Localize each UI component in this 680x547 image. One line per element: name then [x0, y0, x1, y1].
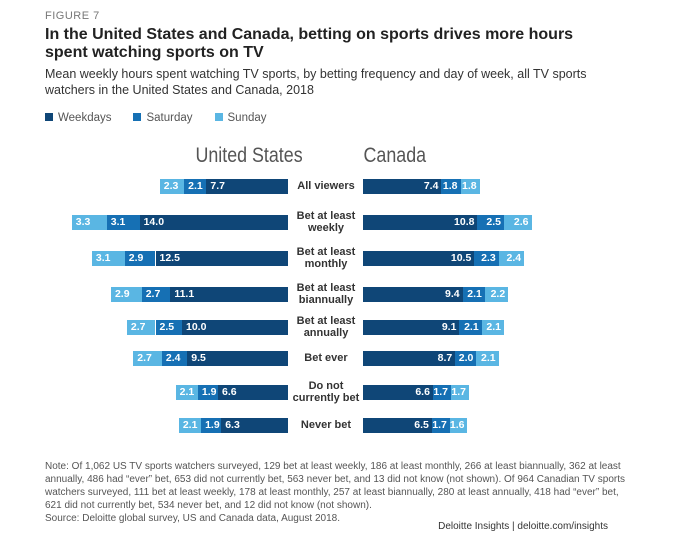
legend: Weekdays Saturday Sunday	[45, 112, 267, 124]
panel-title-canada: Canada	[363, 144, 427, 167]
canada-bar-saturday: 1.8	[441, 179, 461, 194]
legend-saturday: Saturday	[133, 112, 193, 124]
canada-bar-saturday: 1.7	[432, 385, 451, 400]
us-bar-saturday: 3.1	[106, 215, 140, 230]
category-label: All viewers	[297, 180, 355, 192]
us-bar-sunday: 2.1	[175, 385, 198, 400]
us-bar-saturday: 2.1	[184, 179, 207, 194]
credit: Deloitte Insights | deloitte.com/insight…	[438, 521, 608, 532]
canada-bar-weekdays: 6.6	[363, 385, 433, 400]
us-bar-weekdays: 6.3	[221, 418, 288, 433]
canada-bar-sunday: 2.1	[481, 320, 504, 335]
canada-bar-sunday: 1.7	[450, 385, 469, 400]
us-bar-sunday: 2.9	[110, 287, 142, 302]
us-bar-weekdays: 11.1	[170, 287, 288, 302]
canada-bar-sunday: 1.8	[460, 179, 480, 194]
canada-bar-weekdays: 10.8	[363, 215, 478, 230]
us-bar-saturday: 2.4	[161, 351, 188, 366]
legend-sunday: Sunday	[214, 112, 267, 124]
canada-bar-weekdays: 6.5	[363, 418, 432, 433]
canada-bar-weekdays: 10.5	[363, 251, 475, 266]
note: Note: Of 1,062 US TV sports watchers sur…	[45, 461, 625, 524]
category-label: Do not currently bet	[292, 380, 360, 404]
us-bar-sunday: 3.3	[71, 215, 107, 230]
category-label: Bet at least weekly	[296, 210, 356, 234]
us-bar-sunday: 2.1	[178, 418, 202, 433]
us-bar-saturday: 2.9	[124, 251, 156, 266]
canada-bar-sunday: 2.4	[498, 251, 525, 266]
canada-bar-saturday: 2.5	[477, 215, 504, 230]
canada-bar-sunday: 2.1	[476, 351, 499, 366]
us-bar-sunday: 2.7	[126, 320, 156, 335]
us-bar-sunday: 2.7	[133, 351, 162, 366]
canada-bar-sunday: 2.2	[484, 287, 509, 302]
category-label: Bet at least biannually	[296, 282, 356, 306]
canada-bar-saturday: 2.1	[462, 287, 485, 302]
legend-weekdays: Weekdays	[45, 112, 111, 124]
category-label: Bet at least annually	[296, 315, 356, 339]
us-bar-weekdays: 14.0	[139, 215, 288, 230]
chart-title: In the United States and Canada, betting…	[45, 26, 574, 61]
us-bar-saturday: 2.5	[155, 320, 182, 335]
us-bar-weekdays: 9.5	[187, 351, 288, 366]
us-bar-sunday: 3.1	[91, 251, 125, 266]
us-bar-weekdays: 10.0	[182, 320, 288, 335]
us-bar-weekdays: 12.5	[155, 251, 288, 266]
canada-bar-saturday: 2.0	[455, 351, 477, 366]
chart-subtitle: Mean weekly hours spent watching TV spor…	[45, 67, 587, 97]
canada-bar-weekdays: 7.4	[363, 179, 442, 194]
us-bar-weekdays: 7.7	[206, 179, 288, 194]
canada-bar-saturday: 2.3	[474, 251, 499, 266]
category-label: Never bet	[300, 419, 352, 431]
us-bar-saturday: 2.7	[141, 287, 171, 302]
us-bar-saturday: 1.9	[197, 385, 219, 400]
canada-bar-sunday: 1.6	[449, 418, 467, 433]
us-bar-saturday: 1.9	[201, 418, 222, 433]
source: Source: Deloitte global survey, US and C…	[45, 513, 341, 524]
figure-label: FIGURE 7	[45, 10, 100, 22]
canada-bar-saturday: 2.1	[459, 320, 482, 335]
category-label: Bet ever	[304, 352, 348, 364]
canada-bar-sunday: 2.6	[503, 215, 532, 230]
us-bar-sunday: 2.3	[159, 179, 185, 194]
canada-bar-saturday: 1.7	[431, 418, 450, 433]
canada-bar-weekdays: 8.7	[363, 351, 456, 366]
canada-bar-weekdays: 9.4	[363, 287, 463, 302]
panel-title-us: United States	[195, 144, 303, 167]
category-label: Bet at least monthly	[296, 246, 356, 270]
canada-bar-weekdays: 9.1	[363, 320, 460, 335]
us-bar-weekdays: 6.6	[218, 385, 288, 400]
